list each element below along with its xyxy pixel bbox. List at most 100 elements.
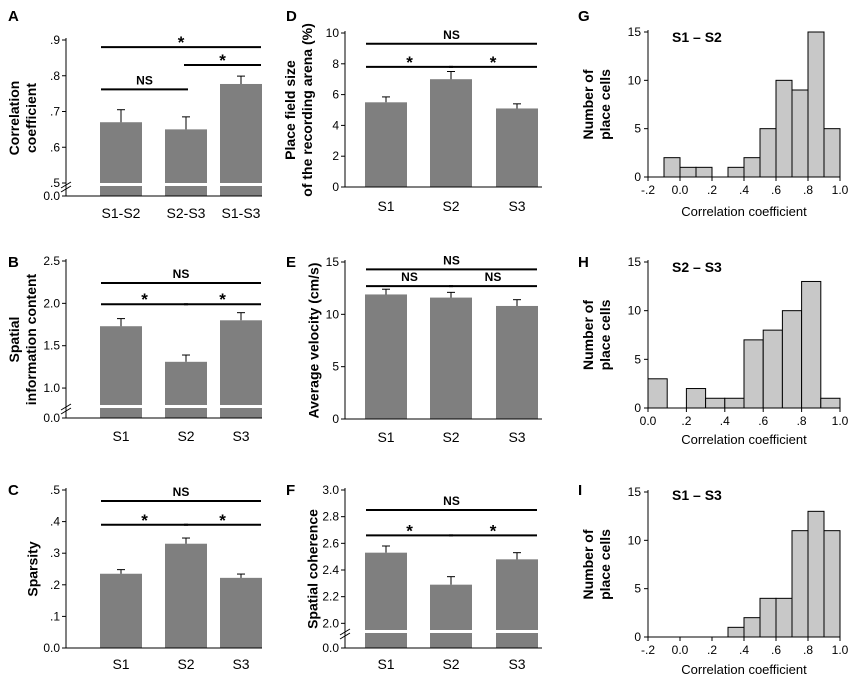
panel-label-D: D: [286, 8, 297, 25]
y-tick-label: .6: [50, 140, 60, 154]
x-tick-label: 0.0: [640, 414, 657, 428]
y-tick-label: 1.5: [43, 339, 60, 353]
x-axis-label: Correlation coefficient: [681, 662, 807, 676]
significance-label: NS: [485, 270, 502, 284]
bar-chart-C: 0.0 .1 .2 .3 .4 .5 S1 S2 S3 * * NS C Sparsity: [8, 482, 262, 672]
panel-label-A: A: [8, 8, 19, 25]
x-axis-label: Correlation coefficient: [681, 432, 807, 447]
y-tick-label: 2.4: [322, 563, 339, 577]
y-axis-label-H: place cells: [597, 299, 613, 370]
axis-break-mark: [60, 403, 72, 411]
histogram-bin: [801, 280, 822, 409]
histogram-title: S2 – S3: [672, 259, 722, 275]
x-tick-label: .2: [707, 183, 717, 197]
axis-break-mark: [60, 181, 72, 189]
x-category-label: S2: [442, 198, 459, 214]
significance-label: *: [178, 33, 185, 52]
axis-break-gap: [364, 630, 408, 633]
x-category-label: S3: [232, 656, 249, 672]
histogram-bin: [823, 128, 841, 178]
axis-break-gap: [219, 405, 263, 408]
histogram-bin: [775, 79, 793, 178]
y-tick-label: 5: [634, 582, 641, 596]
axis-break-gap: [219, 183, 263, 186]
y-tick-label: 10: [628, 533, 642, 547]
significance-label: NS: [136, 73, 153, 87]
x-tick-label: .8: [803, 643, 813, 657]
significance-label: *: [406, 53, 413, 72]
histogram-bin: [685, 388, 707, 409]
y-tick-label: 4: [332, 118, 339, 132]
x-tick-label: .6: [771, 643, 781, 657]
y-axis-label-I: place cells: [597, 529, 613, 600]
axis-break-mark: [60, 185, 72, 193]
histogram-bin: [705, 397, 726, 409]
x-tick-label: .8: [803, 183, 813, 197]
significance-label: *: [141, 511, 148, 530]
y-tick-label: .5: [50, 483, 60, 497]
x-tick-label: 1.0: [832, 414, 849, 428]
x-category-label: S1: [377, 429, 394, 445]
significance-label: NS: [443, 28, 460, 42]
y-tick-label: 0: [332, 180, 339, 194]
y-tick-label: 5: [634, 352, 641, 366]
y-tick-label: 0: [634, 630, 641, 644]
panel-label-C: C: [8, 482, 19, 499]
bar-chart-B: 0.0 1.0 1.5 2.0 2.5 S1 S2 S3 * * NS B Spatial informa…: [6, 254, 263, 444]
y-tick-label: 2.5: [43, 254, 60, 268]
significance-label: *: [406, 521, 413, 540]
axis-break-gap: [429, 630, 473, 633]
bar-S2: [430, 297, 472, 419]
y-axis-label-D: of the recording arena (%): [299, 23, 315, 196]
histogram-bin: [807, 510, 825, 638]
x-tick-label: .6: [758, 414, 768, 428]
panel-label-E: E: [286, 254, 296, 271]
histogram-bin: [823, 530, 841, 638]
panel-label-G: G: [578, 8, 590, 25]
histogram-title: S1 – S3: [672, 487, 722, 503]
y-tick-label: 0.0: [43, 189, 60, 203]
y-tick-label: 0.0: [322, 641, 339, 655]
histogram-H: 0 5 10 15 0.0 .2 .4 .6 .8 1.0 Correlation coeffici…: [578, 254, 849, 447]
histogram-bin: [743, 617, 761, 638]
y-tick-label: .7: [50, 105, 60, 119]
x-tick-label: -.2: [641, 183, 655, 197]
y-tick-label: 15: [628, 485, 642, 499]
x-category-label: S2: [442, 656, 459, 672]
x-tick-label: 1.0: [832, 643, 849, 657]
histogram-bin: [775, 597, 793, 638]
y-axis-label-I: Number of: [580, 529, 596, 599]
axis-break-gap: [495, 630, 539, 633]
histogram-bin: [695, 166, 713, 178]
y-tick-label: .5: [50, 176, 60, 190]
histogram-bin: [791, 89, 809, 178]
x-tick-label: .2: [707, 643, 717, 657]
y-tick-label: 10: [326, 26, 340, 40]
histogram-bin: [743, 339, 764, 409]
y-tick-label: 2.8: [322, 510, 339, 524]
significance-label: *: [219, 511, 226, 530]
x-tick-label: .2: [681, 414, 691, 428]
bar-chart-F: 0.0 2.0 2.2 2.4 2.6 2.8 3.0 S1 S2 S3 * * NS F Spatial …: [286, 482, 542, 672]
x-tick-label: .4: [739, 643, 749, 657]
y-tick-label: 6: [332, 88, 339, 102]
histogram-bin: [647, 378, 668, 409]
y-axis-label-H: Number of: [580, 300, 596, 370]
histogram-title: S1 – S2: [672, 29, 722, 45]
x-category-label: S1-S3: [222, 205, 261, 221]
x-tick-label: .4: [739, 183, 749, 197]
axis-break-gap: [99, 405, 143, 408]
significance-label: NS: [443, 494, 460, 508]
y-tick-label: 10: [326, 307, 340, 321]
y-tick-label: 2.0: [43, 296, 60, 310]
x-tick-label: -.2: [641, 643, 655, 657]
y-tick-label: 15: [628, 255, 642, 269]
y-tick-label: 10: [628, 73, 642, 87]
x-category-label: S3: [232, 428, 249, 444]
x-tick-label: 0.0: [672, 183, 689, 197]
histogram-I: 0 5 10 15 -.2 0.0 .2 .4 .6 .8 1.0 Correlation coeff…: [578, 482, 849, 676]
axis-break-mark: [60, 407, 72, 415]
bar-S1: [365, 294, 407, 419]
x-tick-label: 0.0: [672, 643, 689, 657]
bar-S1: [365, 102, 407, 187]
